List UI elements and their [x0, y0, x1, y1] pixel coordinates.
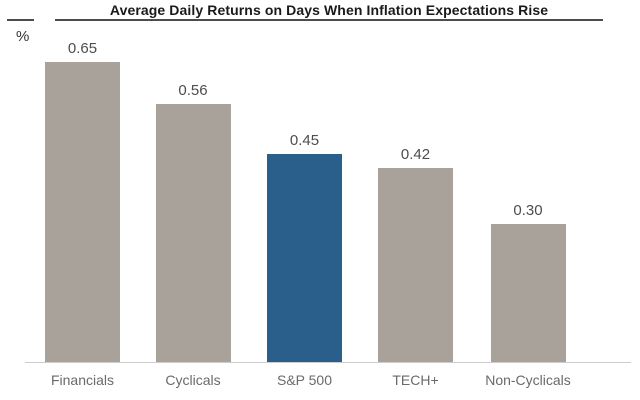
axis-top-rule: [7, 19, 34, 21]
bar-financials: [45, 62, 120, 362]
category-label-tech: TECH+: [392, 372, 439, 388]
value-label-cyclicals: 0.56: [178, 82, 208, 99]
bar-tech: [378, 168, 453, 362]
value-label-non-cyclicals: 0.30: [513, 202, 543, 219]
value-label-s-p-500: 0.45: [289, 132, 320, 149]
y-axis-unit-label: %: [16, 28, 30, 45]
bar-non-cyclicals: [490, 224, 566, 362]
category-label-financials: Financials: [50, 372, 115, 388]
value-label-tech: 0.42: [400, 146, 431, 163]
category-label-non-cyclicals: Non-Cyclicals: [485, 372, 571, 388]
bar-cyclicals: [155, 104, 231, 362]
bar-s-p-500: [267, 154, 342, 362]
x-axis-line: [25, 362, 631, 363]
value-label-financials: 0.65: [67, 40, 98, 57]
category-label-cyclicals: Cyclicals: [165, 372, 221, 388]
category-label-s-p-500: S&P 500: [276, 372, 332, 388]
chart-title: Average Daily Returns on Days When Infla…: [55, 0, 603, 21]
